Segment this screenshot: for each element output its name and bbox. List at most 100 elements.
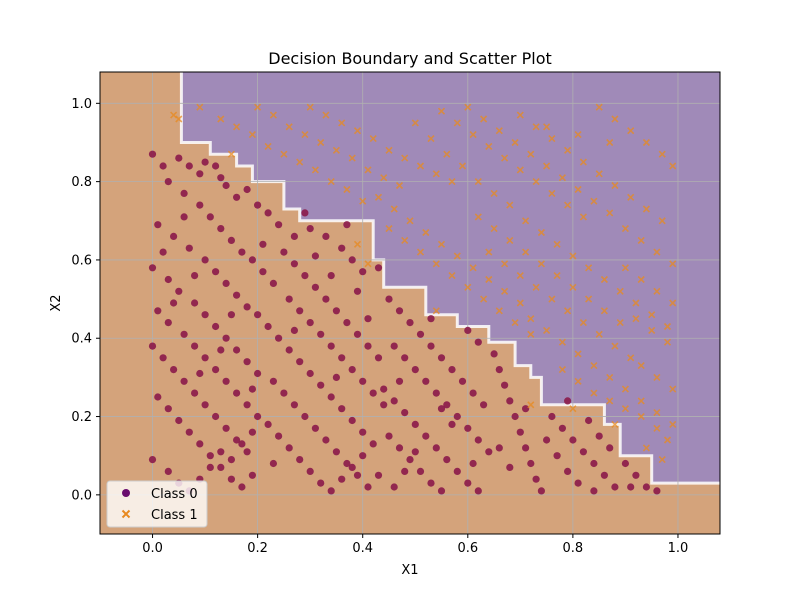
class-0-point: [600, 471, 609, 479]
class-0-point: [164, 319, 172, 327]
y-axis-label: X2: [49, 294, 64, 311]
class-0-point: [164, 405, 172, 413]
y-tick-label: 0.0: [71, 488, 92, 503]
class-0-point: [348, 256, 356, 264]
class-0-point: [579, 448, 588, 456]
y-tick-label: 0.6: [71, 253, 92, 268]
class-1-point: [380, 174, 388, 182]
class-0-point: [280, 248, 288, 256]
class-0-point: [180, 189, 188, 197]
class-1-point: [474, 178, 482, 186]
class-0-point: [254, 412, 262, 421]
class-0-point: [227, 311, 235, 319]
class-1-point: [501, 287, 509, 295]
plot-area: [100, 72, 720, 534]
class-1-point: [532, 178, 540, 186]
class-1-point: [579, 319, 587, 327]
class-0-point: [238, 248, 246, 256]
class-0-point: [453, 412, 461, 421]
class-0-point: [212, 162, 220, 170]
class-0-point: [437, 354, 446, 362]
class-1-point: [569, 405, 577, 413]
class-1-point: [637, 412, 645, 421]
class-0-point: [254, 201, 262, 209]
class-0-point: [469, 459, 477, 468]
class-1-point: [574, 185, 582, 194]
chart-title: Decision Boundary and Scatter Plot: [268, 49, 552, 68]
class-0-point: [170, 232, 178, 240]
class-0-point: [327, 342, 335, 350]
class-0-point: [395, 307, 404, 315]
legend-class-0-label: Class 0: [151, 487, 198, 502]
class-1-point: [464, 283, 472, 291]
class-1-point: [437, 240, 446, 248]
class-0-point: [317, 479, 325, 487]
legend-class-0-marker: [122, 489, 130, 497]
class-0-point: [217, 448, 225, 456]
class-1-point: [616, 287, 624, 295]
class-0-point: [259, 240, 267, 248]
class-1-point: [600, 275, 608, 284]
class-1-point: [606, 209, 614, 217]
x-tick-label: 1.0: [668, 541, 689, 556]
class-1-point: [553, 240, 561, 248]
class-1-point: [574, 350, 582, 358]
class-0-point: [495, 444, 503, 452]
class-0-point: [217, 463, 225, 471]
class-1-point: [522, 248, 530, 256]
class-1-point: [564, 146, 572, 154]
class-0-point: [248, 256, 256, 264]
class-0-point: [632, 471, 640, 479]
class-1-point: [348, 154, 356, 162]
class-1-point: [543, 162, 551, 170]
class-0-point: [227, 456, 235, 464]
class-0-point: [548, 412, 556, 421]
class-0-point: [222, 279, 230, 287]
class-0-point: [201, 401, 209, 409]
class-1-point: [332, 146, 340, 154]
class-0-point: [296, 307, 304, 315]
class-0-point: [411, 448, 419, 456]
class-0-point: [159, 354, 167, 362]
class-1-point: [248, 131, 256, 139]
class-1-point: [564, 201, 572, 209]
class-0-point: [437, 405, 446, 413]
class-0-point: [206, 213, 214, 221]
class-0-point: [248, 385, 256, 393]
class-1-point: [458, 162, 467, 170]
class-0-point: [175, 416, 183, 425]
class-1-point: [579, 213, 587, 221]
class-1-point: [401, 236, 409, 244]
class-1-point: [621, 405, 629, 413]
class-0-point: [233, 291, 241, 299]
class-1-point: [338, 119, 346, 127]
class-1-point: [501, 260, 509, 268]
class-0-point: [212, 322, 220, 331]
class-1-point: [306, 103, 314, 111]
class-1-point: [432, 260, 440, 268]
class-0-point: [227, 475, 235, 483]
class-1-point: [653, 373, 661, 381]
class-0-point: [406, 319, 414, 327]
class-1-point: [658, 150, 666, 158]
class-0-point: [196, 440, 204, 448]
class-0-point: [322, 436, 330, 444]
class-1-point: [343, 185, 351, 194]
class-0-point: [264, 420, 272, 428]
x-tick-label: 0.4: [352, 541, 373, 556]
legend-class-1-marker: [121, 509, 131, 519]
legend-box: [106, 480, 208, 528]
class-0-point: [401, 354, 409, 362]
class-1-point: [648, 311, 656, 319]
class-1-point: [516, 111, 524, 119]
class-1-point: [175, 115, 183, 123]
class-0-point: [227, 236, 235, 244]
class-0-point: [311, 252, 319, 260]
class-0-point: [296, 358, 304, 366]
class-1-point: [611, 115, 619, 123]
class-1-point: [558, 338, 566, 346]
class-1-point: [669, 385, 677, 393]
class-0-point: [154, 307, 162, 315]
class-1-point: [411, 119, 419, 127]
